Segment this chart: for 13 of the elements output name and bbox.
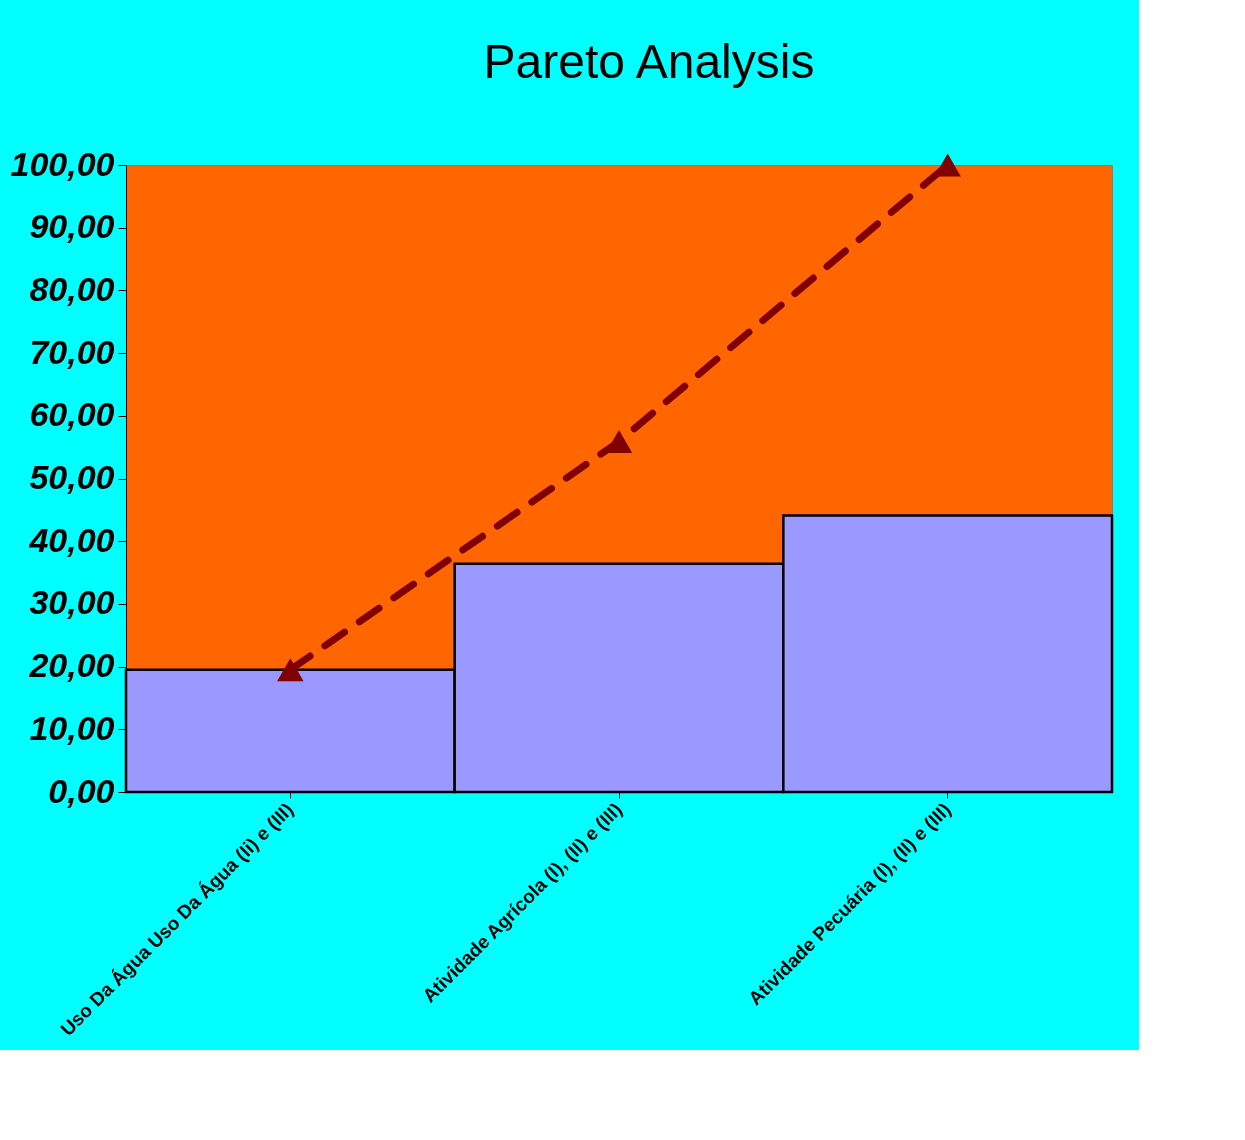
y-tick-label: 0,00: [48, 771, 115, 810]
y-tick-label: 70,00: [29, 332, 115, 371]
y-tick-label: 40,00: [28, 520, 115, 559]
y-tick-label: 80,00: [29, 269, 115, 308]
chart-title: Pareto Analysis: [483, 35, 815, 88]
y-tick-label: 30,00: [29, 583, 115, 622]
y-tick-label: 100,00: [10, 144, 115, 183]
y-tick-label: 50,00: [29, 458, 115, 496]
y-tick-label: 20,00: [28, 646, 115, 685]
y-tick-label: 10,00: [29, 708, 115, 747]
y-tick-label: 60,00: [29, 395, 115, 434]
y-tick-label: 90,00: [29, 207, 115, 246]
point: [277, 658, 304, 682]
